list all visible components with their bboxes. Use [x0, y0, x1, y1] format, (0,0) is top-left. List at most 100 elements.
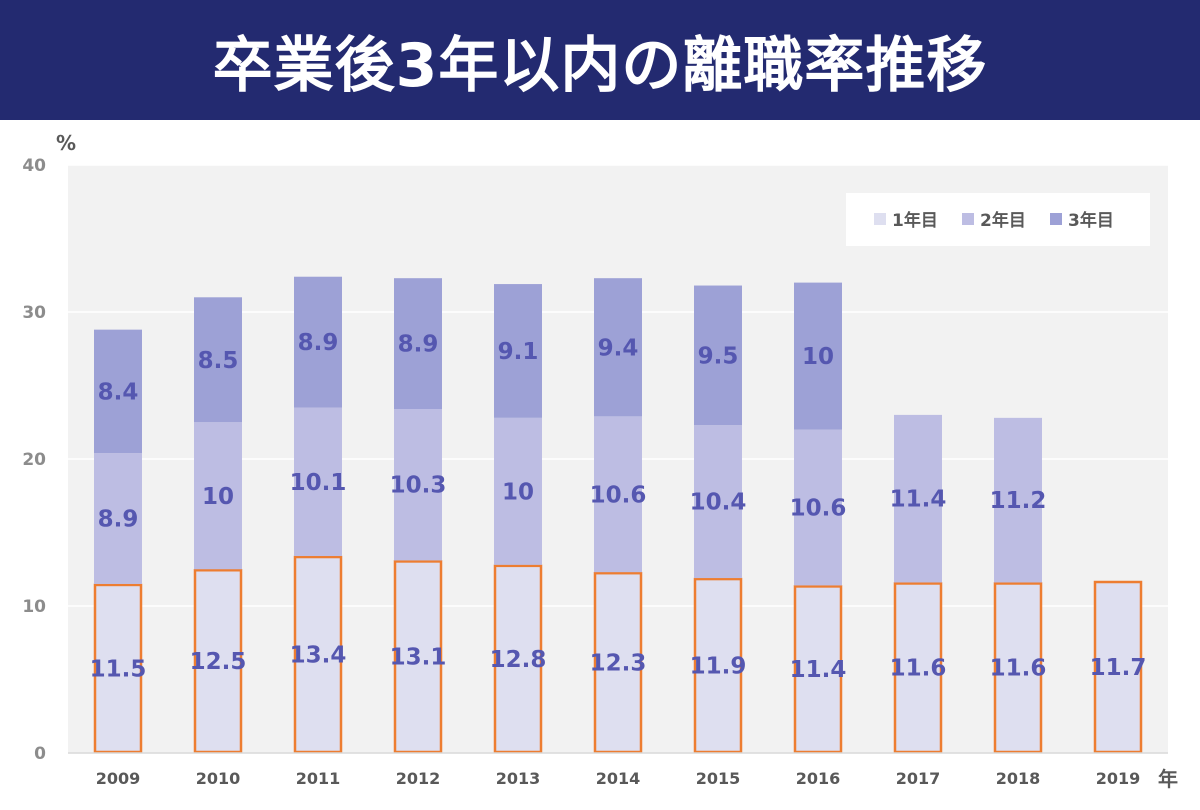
bar-segment: [894, 582, 942, 753]
data-label: 10.6: [590, 482, 647, 508]
data-label: 11.4: [890, 487, 947, 513]
x-tick-label: 2015: [696, 769, 741, 788]
data-label: 11.6: [890, 656, 947, 682]
bar-highlight-outline: [693, 577, 743, 754]
data-label: 10.3: [390, 473, 447, 499]
page-title: 卒業後3年以内の離職率推移: [212, 30, 988, 101]
data-label: 11.9: [690, 654, 747, 680]
bar-segment: [94, 329, 142, 454]
bar-segment: [894, 414, 942, 583]
x-unit-label: 年: [1158, 767, 1178, 791]
bar-segment: [494, 564, 542, 753]
data-label: 10: [202, 484, 234, 510]
legend-swatch: [962, 213, 974, 225]
bar-highlight-outline: [93, 583, 143, 754]
data-label: 11.4: [790, 657, 847, 683]
legend-swatch: [874, 213, 886, 225]
data-label: 11.6: [990, 656, 1047, 682]
y-tick-label: 40: [22, 156, 46, 176]
y-tick-label: 0: [34, 744, 46, 764]
x-tick-label: 2018: [996, 769, 1041, 788]
legend-label: 3年目: [1068, 210, 1114, 231]
bar-highlight-outline: [393, 560, 443, 754]
bar-segment: [194, 569, 242, 753]
bar-segment: [194, 297, 242, 423]
y-unit-label: %: [56, 131, 76, 155]
x-tick-label: 2009: [96, 769, 141, 788]
bar-segment: [494, 417, 542, 565]
bar-segment: [694, 578, 742, 753]
bar-segment: [394, 409, 442, 561]
data-labels: 11.5 8.9 8.4 12.5 10 8.5 13.4 10.1 8.9 13.1 10.3 8.…: [90, 330, 1147, 683]
bar-segment: [494, 284, 542, 418]
x-tick-label: 2014: [596, 769, 641, 788]
data-label: 11.2: [990, 488, 1047, 514]
bar-segment: [394, 278, 442, 410]
axes: 0 10 20 30 40 2009 2010 2011 2012 2013 2014 2015 201…: [22, 156, 1168, 788]
data-label: 9.5: [698, 343, 739, 369]
data-label: 8.4: [98, 379, 139, 405]
bar-segment: [1094, 581, 1142, 753]
bars: [93, 276, 1143, 754]
x-tick-label: 2012: [396, 769, 441, 788]
bar-segment: [794, 585, 842, 753]
bar-segment: [694, 425, 742, 579]
title-bar: 卒業後3年以内の離職率推移: [0, 0, 1200, 120]
bar-highlight-outline: [593, 571, 643, 754]
bar-segment: [594, 278, 642, 417]
legend: 1年目 2年目 3年目: [846, 193, 1150, 246]
legend-label: 1年目: [892, 210, 938, 231]
x-tick-label: 2017: [896, 769, 941, 788]
x-tick-label: 2011: [296, 769, 341, 788]
data-label: 10.1: [290, 470, 347, 496]
data-label: 8.5: [198, 348, 239, 374]
bar-segment: [794, 282, 842, 430]
data-label: 10.6: [790, 496, 847, 522]
data-label: 13.4: [290, 643, 347, 669]
y-tick-label: 30: [22, 303, 46, 323]
data-label: 10: [802, 344, 834, 370]
legend-swatch: [1050, 213, 1062, 225]
y-tick-label: 10: [22, 597, 46, 617]
legend-box: [846, 193, 1150, 246]
x-tick-label: 2019: [1096, 769, 1141, 788]
bar-segment: [294, 556, 342, 753]
data-label: 11.5: [90, 656, 147, 682]
bar-highlight-outline: [993, 582, 1043, 754]
data-label: 8.9: [298, 330, 339, 356]
bar-segment: [294, 276, 342, 408]
data-label: 10: [502, 479, 534, 505]
bar-highlight-outline: [493, 564, 543, 754]
data-label: 9.1: [498, 339, 539, 365]
bar-highlight-outline: [193, 569, 243, 754]
y-tick-label: 20: [22, 450, 46, 470]
bar-highlight-outline: [793, 585, 843, 754]
data-label: 12.3: [590, 651, 647, 677]
data-label: 8.9: [98, 507, 139, 533]
x-tick-label: 2013: [496, 769, 541, 788]
x-tick-label: 2016: [796, 769, 841, 788]
bar-segment: [194, 422, 242, 570]
bar-segment: [94, 583, 142, 753]
bar-segment: [594, 572, 642, 753]
x-tick-label: 2010: [196, 769, 241, 788]
data-label: 8.9: [398, 332, 439, 358]
bar-segment: [94, 453, 142, 584]
data-label: 10.4: [690, 490, 747, 516]
bar-segment: [994, 582, 1042, 753]
bar-segment: [294, 407, 342, 557]
legend-label: 2年目: [980, 210, 1026, 231]
bar-segment: [794, 429, 842, 586]
data-label: 12.8: [490, 647, 547, 673]
bar-segment: [594, 416, 642, 573]
data-label: 9.4: [598, 335, 639, 361]
bar-highlight-outline: [893, 582, 943, 754]
bar-highlight-outline: [293, 555, 343, 754]
bar-segment: [994, 417, 1042, 583]
bar-highlight-outline: [1093, 580, 1143, 754]
bar-segment: [694, 285, 742, 426]
data-label: 13.1: [390, 645, 447, 671]
data-label: 11.7: [1090, 655, 1147, 681]
data-label: 12.5: [190, 649, 247, 675]
